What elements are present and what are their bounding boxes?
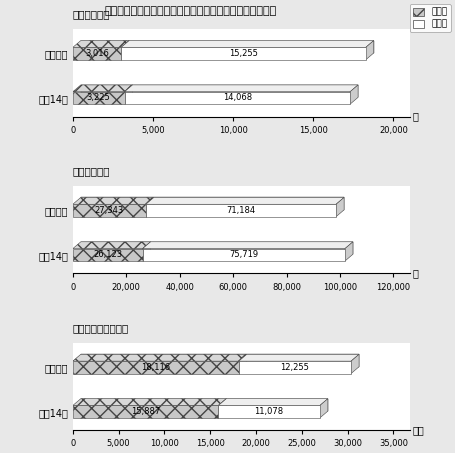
Polygon shape: [121, 40, 374, 48]
Polygon shape: [320, 399, 328, 418]
Text: （従業者数）: （従業者数）: [73, 166, 110, 176]
Bar: [73, 249, 142, 261]
Polygon shape: [366, 40, 374, 60]
Text: 億円: 億円: [413, 425, 425, 435]
Polygon shape: [142, 242, 353, 249]
Legend: 卸売業, 小売業: 卸売業, 小売業: [410, 4, 451, 32]
Text: 3,225: 3,225: [87, 93, 111, 102]
Polygon shape: [125, 85, 132, 104]
Text: 15,255: 15,255: [229, 49, 258, 58]
Polygon shape: [73, 399, 227, 405]
Polygon shape: [146, 198, 344, 204]
Bar: [125, 92, 350, 104]
Text: 14,068: 14,068: [223, 93, 252, 102]
Bar: [146, 204, 336, 217]
Text: 18,116: 18,116: [141, 363, 170, 372]
Polygon shape: [73, 242, 151, 249]
Polygon shape: [218, 399, 328, 405]
Text: 図－２　事業所数・従業者数・年間商品販売額の前回比較: 図－２ 事業所数・従業者数・年間商品販売額の前回比較: [105, 6, 277, 16]
Text: 人: 人: [413, 269, 419, 279]
Polygon shape: [73, 40, 129, 48]
Bar: [73, 92, 125, 104]
Polygon shape: [73, 354, 247, 361]
Polygon shape: [73, 85, 132, 92]
Bar: [218, 405, 320, 418]
Bar: [73, 405, 218, 418]
Bar: [81, 40, 374, 53]
Text: （年間商品販売額）: （年間商品販売額）: [73, 323, 129, 333]
Text: 12,255: 12,255: [280, 363, 309, 372]
Text: 店: 店: [413, 111, 419, 121]
Bar: [81, 198, 344, 210]
Text: 15,887: 15,887: [131, 407, 160, 416]
Text: 26,123: 26,123: [93, 251, 122, 259]
Polygon shape: [218, 399, 227, 418]
Bar: [142, 249, 345, 261]
Polygon shape: [125, 85, 358, 92]
Text: （事業所数）: （事業所数）: [73, 9, 110, 19]
Polygon shape: [345, 242, 353, 261]
Bar: [73, 48, 121, 60]
Bar: [81, 399, 328, 411]
Polygon shape: [146, 198, 154, 217]
Polygon shape: [73, 198, 154, 204]
Polygon shape: [350, 85, 358, 104]
Polygon shape: [142, 242, 151, 261]
Text: 3,016: 3,016: [85, 49, 109, 58]
Bar: [81, 85, 358, 97]
Text: 11,078: 11,078: [254, 407, 283, 416]
Polygon shape: [121, 40, 129, 60]
Polygon shape: [336, 198, 344, 217]
Bar: [239, 361, 351, 374]
Text: 27,343: 27,343: [95, 206, 124, 215]
Bar: [81, 354, 359, 367]
Text: 75,719: 75,719: [229, 251, 258, 259]
Bar: [73, 361, 239, 374]
Polygon shape: [239, 354, 359, 361]
Bar: [73, 204, 146, 217]
Text: 71,184: 71,184: [227, 206, 256, 215]
Bar: [121, 48, 366, 60]
Polygon shape: [351, 354, 359, 374]
Polygon shape: [239, 354, 247, 374]
Bar: [81, 242, 353, 254]
